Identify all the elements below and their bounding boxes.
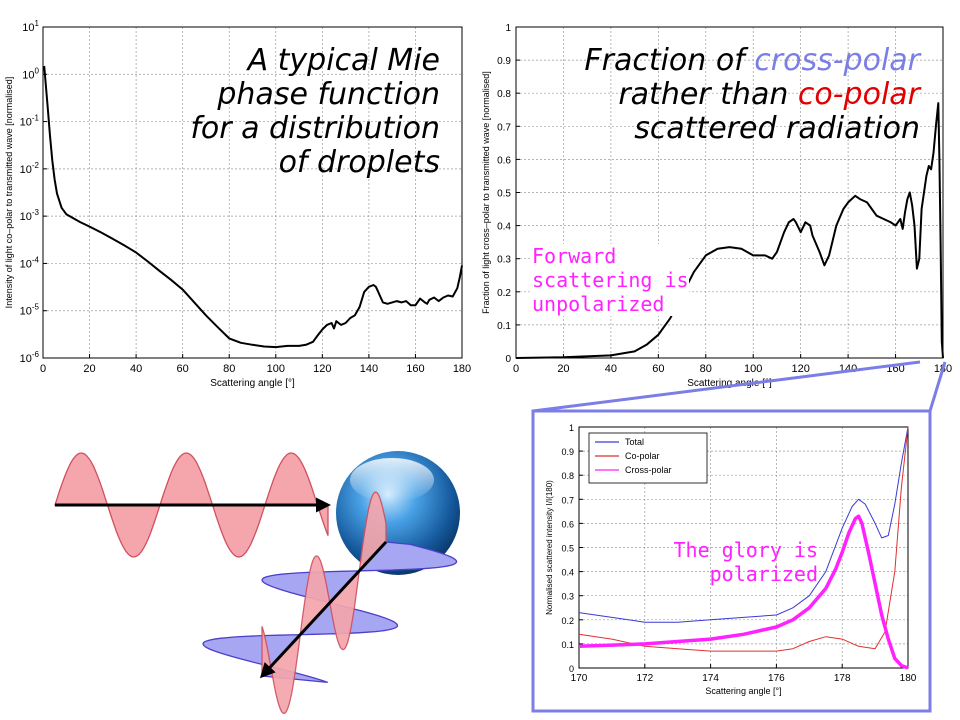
mie-annotation-line: phase function — [217, 77, 440, 112]
y-tick-label: 1 — [569, 423, 574, 433]
y-tick-label: 0.5 — [497, 189, 511, 200]
y-tick-label: 1 — [505, 23, 511, 34]
y-tick-label: 0.3 — [561, 592, 574, 602]
y-tick-label: 0.4 — [497, 222, 511, 233]
y-axis-label: Fraction of light cross–polar to transmi… — [481, 71, 491, 314]
x-tick-label: 40 — [130, 363, 142, 375]
y-tick-label: 0.9 — [497, 56, 511, 67]
y-tick-label: 10-3 — [20, 208, 40, 223]
y-tick-label: 0.7 — [561, 495, 574, 505]
note-line: The glory is — [673, 538, 819, 562]
annotation-text: rather than — [618, 77, 798, 112]
x-tick-label: 176 — [768, 673, 785, 684]
y-tick-label: 0.6 — [561, 519, 574, 529]
series-line-phase — [43, 65, 463, 349]
mie-annotation-line: of droplets — [278, 145, 440, 180]
scattered-wave-co-polar — [261, 491, 387, 715]
x-tick-label: 160 — [406, 363, 424, 375]
legend-label: Cross-polar — [625, 465, 672, 475]
legend-label: Total — [625, 437, 644, 447]
y-tick-label: 0.1 — [561, 640, 574, 650]
y-tick-label: 10-6 — [20, 350, 40, 365]
mie-annotation-line: A typical Mie — [247, 43, 440, 78]
cross-polar-annotation-line2: rather than co-polar — [520, 78, 920, 112]
series-line-cross-polar — [578, 514, 909, 670]
x-tick-label: 180 — [900, 673, 917, 684]
x-tick-label: 20 — [83, 363, 95, 375]
zoom-connector-left — [532, 360, 921, 413]
x-tick-label: 178 — [834, 673, 851, 684]
glory-zoom-chart: 170 172 174 176 178 180 0 0.1 0.2 0.3 0.4 0.5 0.6 0.7… — [545, 423, 917, 696]
y-tick-label: 0.2 — [497, 288, 511, 299]
legend-box — [588, 432, 708, 484]
x-tick-label: 172 — [636, 673, 653, 684]
y-tick-label: 10-4 — [20, 255, 40, 270]
legend-label: Co-polar — [625, 451, 660, 461]
y-tick-label: 0 — [569, 664, 574, 674]
x-tick-label: 120 — [791, 363, 809, 375]
y-tick-label: 0.8 — [561, 471, 574, 481]
y-tick-label: 100 — [22, 66, 39, 81]
cross-polar-highlight: cross-polar — [754, 43, 920, 78]
mie-annotation: A typical Mie phase function for a distr… — [140, 44, 440, 180]
scattered-direction-arrow — [259, 540, 388, 679]
y-tick-label: 0.6 — [497, 155, 511, 166]
zoom-connector-right — [928, 361, 947, 412]
polarization-illustration — [54, 451, 460, 715]
x-tick-label: 20 — [557, 363, 569, 375]
note-line: unpolarized — [532, 292, 665, 316]
series-line-total — [578, 426, 909, 623]
y-tick-label: 0.1 — [497, 321, 511, 332]
note-line: scattering is — [532, 268, 689, 292]
cross-polar-annotation-line3: scattered radiation — [634, 111, 920, 146]
y-tick-label: 101 — [22, 19, 39, 34]
y-tick-label: 10-2 — [20, 161, 40, 176]
x-tick-label: 80 — [700, 363, 712, 375]
x-tick-label: 120 — [313, 363, 331, 375]
mie-annotation-line: for a distribution — [190, 111, 440, 146]
x-axis-label: Scattering angle [°] — [687, 378, 772, 389]
mie-phase-function-chart: 0 20 40 60 80 100 120 140 160 180 10-6 10-5 10-4 10-3… — [4, 19, 471, 389]
y-tick-label: 10-5 — [20, 303, 40, 318]
x-tick-label: 0 — [40, 363, 46, 375]
forward-scattering-note: Forward scattering is unpolarized — [532, 244, 689, 316]
x-tick-label: 80 — [223, 363, 235, 375]
note-line: Forward — [532, 244, 617, 268]
co-polar-highlight: co-polar — [797, 77, 920, 112]
y-tick-label: 0 — [505, 354, 511, 365]
x-tick-label: 100 — [744, 363, 762, 375]
plot-frame — [42, 26, 463, 359]
series-line-co-polar — [578, 426, 909, 652]
x-tick-label: 180 — [453, 363, 471, 375]
annotation-text: Fraction of — [584, 43, 755, 78]
cross-polar-fraction-chart: 02040608010012014016018000.10.20.30.40.5… — [481, 23, 952, 389]
note-line: polarized — [709, 562, 818, 586]
y-tick-label: 0.7 — [497, 122, 511, 133]
scattered-wave-cross-polar — [202, 541, 458, 684]
y-tick-label: 0.5 — [561, 544, 574, 554]
x-axis-label: Scattering angle [°] — [210, 378, 295, 389]
cross-polar-annotation: Fraction of cross-polar rather than co-p… — [520, 44, 920, 146]
x-axis-label: Scattering angle [°] — [705, 686, 781, 696]
x-tick-label: 174 — [702, 673, 719, 684]
y-tick-label: 0.3 — [497, 255, 511, 266]
x-tick-label: 0 — [513, 363, 519, 375]
y-tick-label: 0.2 — [561, 616, 574, 626]
x-tick-label: 170 — [571, 673, 588, 684]
series-line-fraction — [515, 102, 944, 359]
cross-polar-annotation-line1: Fraction of cross-polar — [520, 44, 920, 78]
y-tick-label: 0.4 — [561, 568, 574, 578]
y-tick-label: 0.9 — [561, 447, 574, 457]
x-tick-label: 60 — [177, 363, 189, 375]
x-tick-label: 100 — [267, 363, 285, 375]
glory-note: The glory is polarized — [660, 538, 819, 586]
x-tick-label: 60 — [652, 363, 664, 375]
y-axis-label: Normalised scattered intensity I/I(180) — [545, 480, 554, 615]
y-axis-label: Intensity of light co–polar to transmitt… — [4, 77, 14, 309]
x-tick-label: 40 — [605, 363, 617, 375]
y-tick-label: 0.8 — [497, 89, 511, 100]
x-tick-label: 140 — [360, 363, 378, 375]
y-tick-label: 10-1 — [20, 114, 40, 129]
